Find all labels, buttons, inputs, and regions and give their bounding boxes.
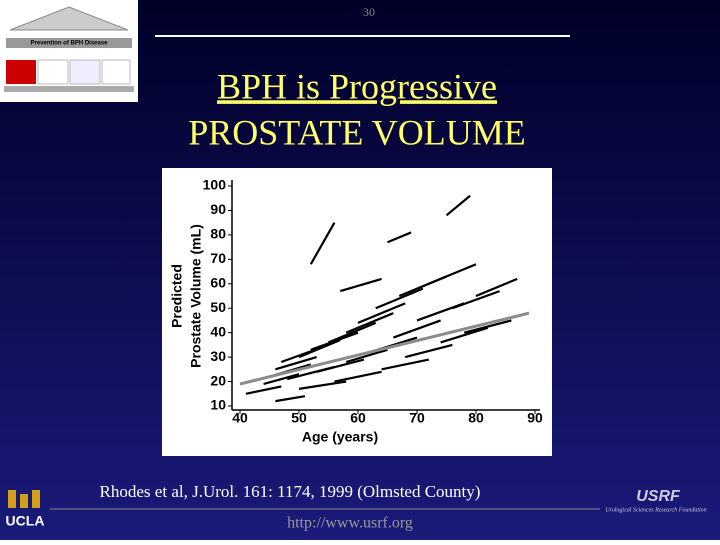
logo: Prevention of BPH Disease [0,0,138,102]
x-tick-label: 80 [468,410,484,426]
y-tick-label: 70 [210,250,226,266]
line-segment [298,338,341,359]
url: http://www.usrf.org [287,515,413,532]
line-segment [310,331,359,351]
y-axis-label: Prostate Volume (mL) [188,224,204,368]
line-segment [334,370,382,383]
line-segment [404,343,453,359]
ucla-logo: UCLA [6,490,45,529]
line-segment [357,302,406,324]
line-segment [475,277,518,298]
logo-caption: Prevention of BPH Disease [30,41,108,47]
line-segment [345,312,394,334]
citation: Rhodes et al, J.Urol. 161: 1174, 1999 (O… [100,482,481,501]
usrf-caption: Urological Sciences Research Foundation [605,507,706,513]
y-tick-label: 90 [210,201,226,217]
line-segment [387,231,412,244]
line-segment [275,356,318,371]
y-tick-label: 20 [210,372,226,388]
line-segment [339,277,382,293]
line-segment [309,222,336,265]
line-segment [393,319,441,339]
line-segment [345,348,388,364]
usrf-text: USRF [636,488,681,505]
line-segment [275,395,306,403]
y-tick-label: 10 [210,397,226,413]
x-tick-label: 60 [350,410,366,426]
line-segment [428,263,477,285]
line-segment [245,385,282,395]
y-tick-label: 60 [210,274,226,290]
line-segment [381,358,430,371]
line-segment [328,321,377,344]
y-axis-label: Predicted [169,264,185,328]
x-tick-label: 50 [291,410,307,426]
y-tick-label: 50 [210,299,226,315]
x-axis-label: Age (years) [302,429,378,445]
line-segment [440,326,489,344]
ucla-text: UCLA [6,513,45,529]
y-tick-label: 100 [203,177,227,193]
title-line: BPH is Progressive [217,66,497,106]
y-tick-label: 40 [210,323,226,339]
x-tick-label: 40 [232,410,248,426]
line-segment [298,380,347,390]
line-segment [316,358,365,373]
title-line: PROSTATE VOLUME [188,112,525,152]
page-number: 30 [363,5,375,19]
chart-background [162,168,552,456]
x-tick-label: 90 [527,410,543,426]
line-segment [445,194,471,217]
y-tick-label: 30 [210,348,226,364]
line-segment [263,373,300,386]
x-tick-label: 70 [409,410,425,426]
line-segment [452,290,500,310]
chart: Age (years) Predicted Prostate Volume (m… [169,177,543,445]
y-tick-label: 80 [210,226,226,242]
line-segment [463,319,512,334]
line-segment [375,287,424,310]
line-segment [239,311,530,386]
